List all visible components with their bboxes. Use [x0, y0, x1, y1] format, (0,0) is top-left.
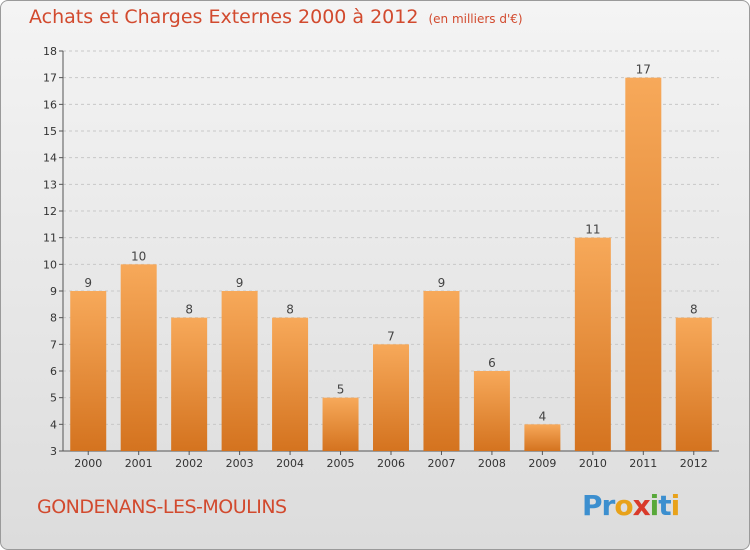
- x-tick-label: 2006: [377, 457, 405, 470]
- logo-letter: o: [614, 489, 633, 522]
- logo-letter: P: [582, 489, 603, 522]
- bar-value-label: 10: [131, 249, 146, 263]
- bar-2012: [675, 317, 712, 451]
- logo-letter: x: [632, 489, 651, 522]
- bar-value-label: 9: [84, 276, 92, 290]
- bar-2006: [373, 344, 409, 451]
- bar-2002: [171, 317, 208, 451]
- bar-2010: [574, 237, 611, 451]
- x-tick-label: 2007: [427, 457, 455, 470]
- bar-2005: [322, 397, 359, 451]
- x-tick-label: 2004: [276, 457, 304, 470]
- y-tick-label: 10: [43, 258, 57, 271]
- bar-2011: [625, 77, 662, 452]
- chart-title-main: Achats et Charges Externes 2000 à 2012: [29, 6, 419, 28]
- chart-title: Achats et Charges Externes 2000 à 2012 (e…: [29, 6, 523, 28]
- y-tick-label: 7: [50, 338, 57, 351]
- y-tick-label: 9: [50, 285, 57, 298]
- bar-value-label: 8: [690, 303, 698, 317]
- y-tick-label: 17: [43, 72, 57, 85]
- bar-2001: [120, 264, 157, 451]
- bar-value-label: 8: [286, 303, 294, 317]
- y-tick-label: 15: [43, 125, 57, 138]
- y-tick-label: 5: [50, 392, 57, 405]
- bar-value-label: 4: [539, 409, 547, 423]
- x-tick-label: 2009: [528, 457, 556, 470]
- x-tick-label: 2005: [327, 457, 355, 470]
- y-tick-label: 4: [50, 418, 57, 431]
- x-tick-label: 2012: [680, 457, 708, 470]
- bar-value-label: 17: [636, 63, 651, 77]
- logo-letter: i: [649, 489, 660, 522]
- logo-letter: t: [658, 489, 671, 522]
- y-tick-label: 11: [43, 232, 57, 245]
- bar-2004: [272, 317, 309, 451]
- logo-letter: i: [670, 489, 681, 522]
- bar-value-label: 9: [438, 276, 446, 290]
- bar-2008: [473, 371, 510, 451]
- chart-title-unit: (en milliers d'€): [428, 12, 523, 26]
- bar-2007: [423, 291, 460, 451]
- y-tick-label: 13: [43, 178, 57, 191]
- proxiti-logo: Proxiti: [582, 489, 681, 522]
- commune-name: GONDENANS-LES-MOULINS: [37, 496, 287, 518]
- y-tick-label: 14: [43, 152, 57, 165]
- x-tick-label: 2010: [579, 457, 607, 470]
- bar-value-label: 6: [488, 356, 496, 370]
- y-tick-label: 6: [50, 365, 57, 378]
- bar-value-label: 9: [236, 276, 244, 290]
- x-tick-label: 2002: [175, 457, 203, 470]
- bar-2000: [70, 291, 107, 451]
- y-tick-label: 16: [43, 98, 57, 111]
- y-tick-label: 12: [43, 205, 57, 218]
- x-tick-label: 2008: [478, 457, 506, 470]
- bar-value-label: 5: [337, 383, 345, 397]
- y-tick-label: 8: [50, 312, 57, 325]
- bar-value-label: 11: [585, 223, 600, 237]
- bar-2003: [221, 291, 258, 451]
- bar-value-label: 7: [387, 329, 395, 343]
- x-tick-label: 2011: [629, 457, 657, 470]
- x-tick-label: 2001: [125, 457, 153, 470]
- bar-2009: [524, 424, 561, 451]
- x-tick-label: 2003: [226, 457, 254, 470]
- x-tick-label: 2000: [74, 457, 102, 470]
- bar-value-label: 8: [185, 303, 193, 317]
- y-tick-label: 3: [50, 445, 57, 458]
- logo-letter: r: [601, 489, 616, 522]
- y-tick-label: 18: [43, 45, 57, 58]
